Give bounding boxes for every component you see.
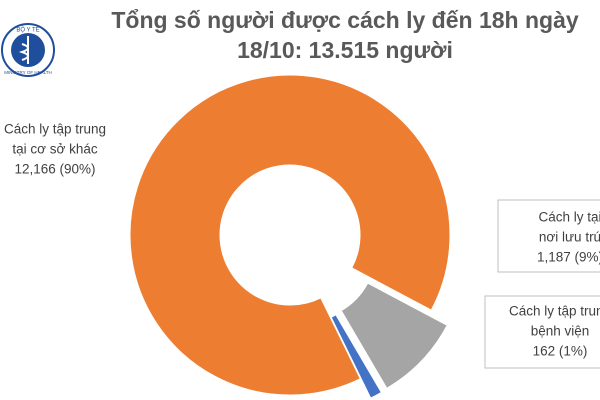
slice-label: Cách ly tập trung — [4, 122, 106, 137]
chart-title: 18/10: 13.515 người — [237, 37, 453, 63]
logo-bottom: MINISTRY OF HEALTH — [4, 70, 52, 75]
slice-label: Cách ly tại — [538, 210, 600, 225]
logo: BỘ Y TẾ MINISTRY OF HEALTH — [1, 23, 55, 77]
chart-title: Tổng số người được cách ly đến 18h ngày — [111, 7, 579, 33]
logo-top: BỘ Y TẾ — [16, 27, 39, 34]
value-label: 162 (1%) — [533, 344, 588, 359]
slice-label: Cách ly tập trung — [509, 304, 600, 319]
slice-label: tại cơ sở khác — [12, 142, 97, 157]
value-label: 1,187 (9%) — [537, 250, 600, 265]
slice-label: bệnh viện — [531, 324, 590, 339]
label-box — [497, 199, 600, 273]
slice — [330, 314, 383, 399]
slice-label: nơi lưu trú — [539, 230, 600, 245]
logo-symbol — [18, 36, 29, 64]
value-label: 12,166 (90%) — [14, 162, 95, 177]
slice — [340, 282, 448, 389]
label-box — [484, 295, 600, 369]
slice — [129, 74, 451, 396]
